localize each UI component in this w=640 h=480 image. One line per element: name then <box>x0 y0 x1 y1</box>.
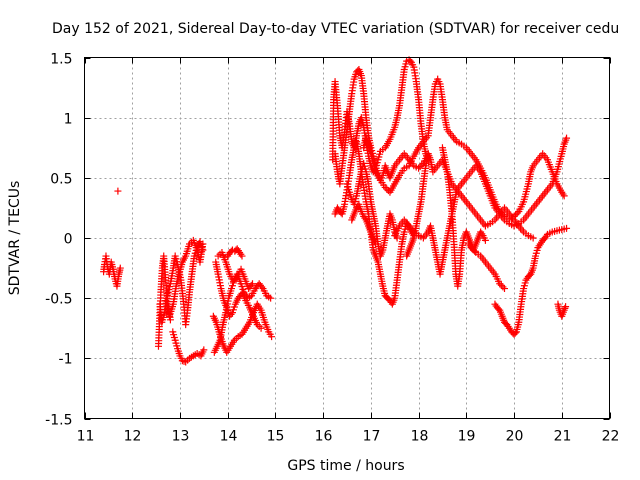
y-tick-label: 0.5 <box>50 172 72 188</box>
data-point <box>563 134 571 142</box>
x-axis-label: GPS time / hours <box>287 458 404 474</box>
x-tick-label: 20 <box>506 429 524 445</box>
x-tick-label: 19 <box>458 429 476 445</box>
data-point <box>178 357 186 365</box>
y-tick-label: -1 <box>59 352 73 368</box>
data-point <box>501 285 508 293</box>
x-tick-label: 21 <box>554 429 572 445</box>
x-tick-label: 17 <box>363 429 381 445</box>
data-point-interp <box>247 281 255 289</box>
data-point <box>381 183 389 191</box>
x-tick-label: 12 <box>124 429 142 445</box>
x-tick-label: 22 <box>602 429 620 445</box>
data-point-interp <box>416 163 424 171</box>
x-tick-label: 15 <box>267 429 285 445</box>
data-point <box>372 240 380 248</box>
data-point <box>415 164 423 172</box>
data-point <box>166 316 174 324</box>
tick-marks <box>84 57 611 420</box>
x-tick-label: 18 <box>411 429 429 445</box>
data-point <box>268 333 276 341</box>
data-point <box>249 280 256 288</box>
data-point <box>529 234 537 242</box>
data-point <box>114 187 122 195</box>
data-point-interp <box>383 185 391 193</box>
data-point-interp <box>511 329 519 337</box>
chart-title: Day 152 of 2021, Sidereal Day-to-day VTE… <box>52 21 619 37</box>
x-tick-label: 16 <box>315 429 333 445</box>
data-point <box>257 324 265 332</box>
x-tick-label: 11 <box>77 429 95 445</box>
y-tick-label: 1 <box>64 112 73 128</box>
data-point <box>563 224 571 232</box>
data-point-interp <box>180 357 188 365</box>
x-tick-label: 13 <box>172 429 190 445</box>
data-point <box>116 264 124 272</box>
data-point <box>496 280 504 288</box>
y-tick-label: -1.5 <box>45 413 72 429</box>
data-point-interp <box>513 209 521 217</box>
tick-labels: 11 12 13 14 15 16 17 18 19 20 21 22 -1.5 -1 -0.5 0 0.5 1 1… <box>45 52 619 445</box>
data-point-interp <box>406 57 414 65</box>
y-tick-label: 0 <box>64 232 73 248</box>
plot-frame <box>84 57 610 419</box>
y-axis-label: SDTVAR / TECUs <box>7 181 23 296</box>
data-points <box>100 56 571 366</box>
x-tick-label: 14 <box>220 429 238 445</box>
data-point <box>267 294 275 302</box>
y-tick-label: -0.5 <box>45 292 72 308</box>
data-point <box>238 252 246 260</box>
data-point <box>199 240 207 248</box>
data-point-interp <box>471 247 479 255</box>
data-point-interp <box>512 211 520 219</box>
data-point-interp <box>418 161 426 169</box>
y-tick-label: 1.5 <box>50 52 72 68</box>
data-point <box>560 192 568 200</box>
data-point-interp <box>258 283 266 291</box>
data-point-interp <box>232 274 240 282</box>
data-point <box>562 303 570 311</box>
data-point-interp <box>499 283 507 291</box>
data-point-interp <box>497 281 505 289</box>
data-point <box>200 346 208 354</box>
data-point <box>481 236 489 244</box>
